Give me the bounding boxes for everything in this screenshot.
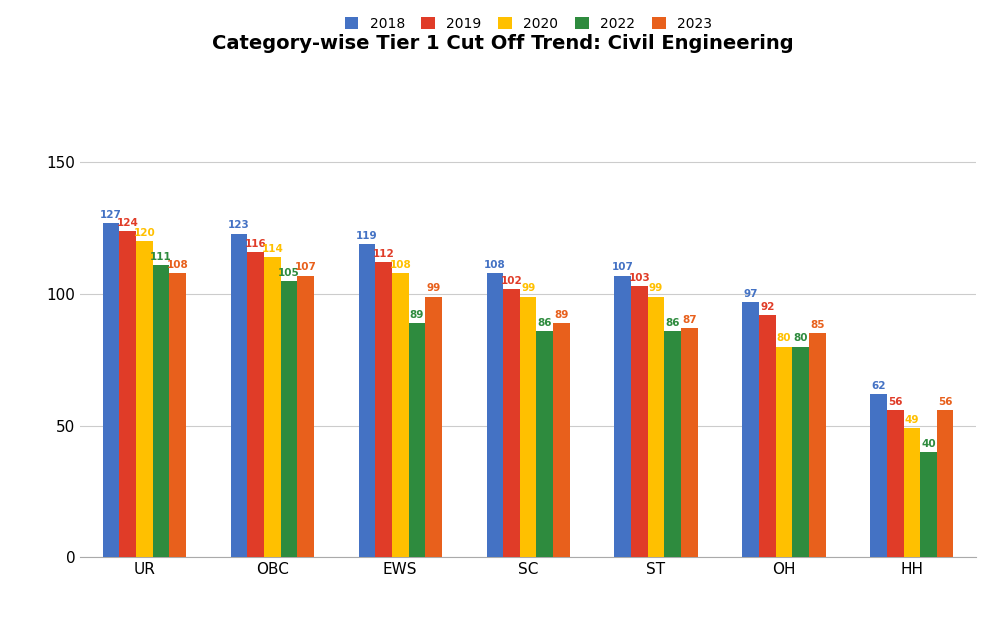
Text: 40: 40 — [921, 439, 936, 449]
Text: 80: 80 — [777, 334, 791, 344]
Text: 89: 89 — [409, 310, 425, 320]
Text: 80: 80 — [794, 334, 808, 344]
Bar — [503, 288, 520, 557]
Bar — [536, 331, 553, 557]
Text: 111: 111 — [150, 252, 172, 262]
Text: 49: 49 — [904, 415, 919, 425]
Bar — [359, 244, 375, 557]
Bar — [298, 275, 314, 557]
Text: 99: 99 — [427, 284, 441, 293]
Bar — [681, 328, 697, 557]
Text: 92: 92 — [761, 302, 775, 312]
Text: 62: 62 — [871, 381, 886, 391]
Bar — [793, 347, 809, 557]
Text: 86: 86 — [665, 318, 680, 327]
Text: 97: 97 — [743, 288, 758, 299]
Legend: 2018, 2019, 2020, 2022, 2023: 2018, 2019, 2020, 2022, 2023 — [345, 17, 711, 31]
Bar — [169, 273, 186, 557]
Bar — [426, 297, 442, 557]
Bar — [264, 258, 281, 557]
Bar — [553, 323, 569, 557]
Text: 102: 102 — [501, 275, 522, 285]
Bar — [392, 273, 408, 557]
Text: 123: 123 — [228, 220, 249, 230]
Text: 114: 114 — [262, 244, 284, 254]
Text: 86: 86 — [537, 318, 552, 327]
Text: 108: 108 — [389, 260, 411, 270]
Text: 112: 112 — [373, 249, 394, 259]
Bar — [648, 297, 664, 557]
Bar — [937, 410, 954, 557]
Bar — [120, 231, 136, 557]
Bar — [247, 252, 264, 557]
Text: 105: 105 — [278, 267, 300, 278]
Text: 107: 107 — [612, 262, 634, 272]
Bar — [870, 394, 887, 557]
Text: 87: 87 — [682, 315, 696, 325]
Text: 108: 108 — [167, 260, 188, 270]
Bar — [487, 273, 503, 557]
Bar — [920, 452, 937, 557]
Text: 119: 119 — [356, 231, 378, 241]
Text: 85: 85 — [810, 320, 825, 331]
Text: Category-wise Tier 1 Cut Off Trend: Civil Engineering: Category-wise Tier 1 Cut Off Trend: Civi… — [212, 34, 794, 53]
Text: 127: 127 — [101, 210, 122, 220]
Bar — [136, 241, 153, 557]
Text: 99: 99 — [521, 284, 535, 293]
Bar — [103, 223, 120, 557]
Text: 116: 116 — [244, 239, 267, 249]
Text: 107: 107 — [295, 262, 317, 272]
Bar — [776, 347, 793, 557]
Text: 103: 103 — [629, 273, 650, 283]
Bar — [887, 410, 903, 557]
Text: 89: 89 — [554, 310, 568, 320]
Bar — [230, 233, 247, 557]
Bar — [903, 428, 920, 557]
Bar — [664, 331, 681, 557]
Bar — [281, 281, 298, 557]
Bar — [153, 265, 169, 557]
Bar — [631, 286, 648, 557]
Bar — [408, 323, 426, 557]
Text: 120: 120 — [134, 228, 155, 238]
Text: 108: 108 — [484, 260, 506, 270]
Bar — [375, 262, 392, 557]
Bar — [615, 275, 631, 557]
Bar — [742, 302, 759, 557]
Text: 56: 56 — [938, 397, 953, 407]
Bar — [759, 315, 776, 557]
Text: 124: 124 — [117, 218, 139, 228]
Text: 56: 56 — [888, 397, 902, 407]
Bar — [809, 334, 826, 557]
Text: 99: 99 — [649, 284, 663, 293]
Bar — [520, 297, 536, 557]
